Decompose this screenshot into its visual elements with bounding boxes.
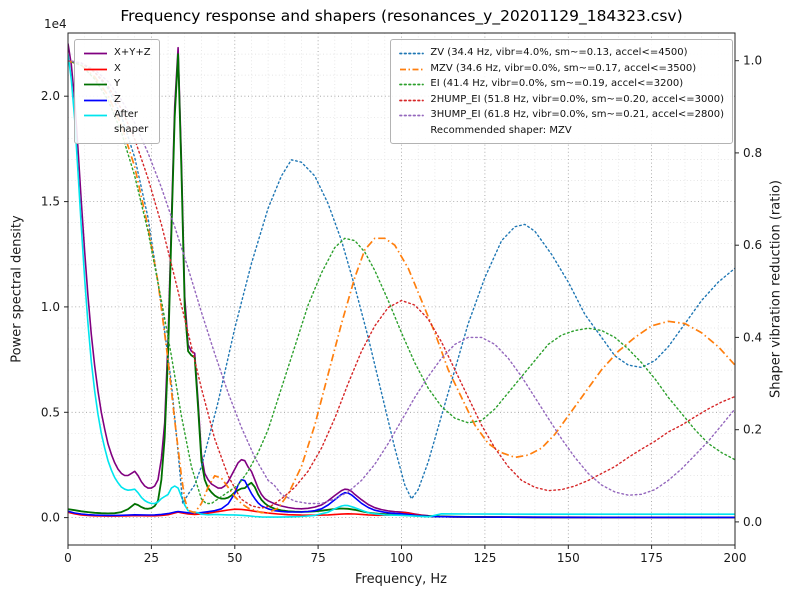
legend-swatch [399, 52, 425, 55]
legend-label: X [114, 62, 121, 74]
x-axis-label: Frequency, Hz [354, 572, 448, 587]
y-axis-offset-label: 1e4 [44, 17, 67, 31]
legend-psd: X+Y+Z X Y Z After shaper [74, 39, 160, 144]
legend-swatch [400, 68, 424, 70]
y-left-tick-label: 0.0 [41, 511, 60, 525]
y-right-tick-label: 1.0 [743, 54, 762, 68]
legend-label: X+Y+Z [114, 47, 151, 58]
legend-swatch [84, 83, 107, 86]
x-tick-label: 50 [227, 551, 242, 565]
x-tick-label: 25 [144, 551, 159, 565]
y-right-tick-label: 0.8 [743, 146, 762, 160]
y-left-tick-label: 2.0 [41, 89, 60, 103]
legend-swatch [399, 99, 425, 101]
series-3HUMP_EI [68, 60, 735, 505]
y-right-tick-label: 0.0 [743, 515, 762, 529]
legend-item: EI (41.4 Hz, vibr=0.0%, sm~=0.19, accel<… [399, 77, 724, 92]
legend-label: Y [114, 78, 121, 89]
legend-item: After shaper [83, 108, 151, 137]
legend-item: X [83, 62, 151, 77]
legend-swatch [84, 52, 107, 55]
x-tick-label: 0 [64, 551, 72, 565]
legend-swatch [84, 99, 107, 101]
legend-label: MZV (34.6 Hz, vibr=0.0%, sm~=0.17, accel… [430, 62, 697, 74]
series-After shaper [68, 53, 735, 518]
y-right-tick-label: 0.6 [743, 238, 762, 252]
legend-label: Z [114, 93, 121, 105]
legend-label: EI (41.4 Hz, vibr=0.0%, sm~=0.19, accel<… [430, 78, 684, 89]
x-tick-label: 125 [473, 551, 496, 565]
legend-swatch [84, 114, 107, 117]
y-left-tick-label: 1.5 [41, 195, 60, 209]
legend-swatch [399, 114, 425, 117]
legend-recommended-shaper: Recommended shaper: MZV [430, 124, 572, 136]
chart-title: Frequency response and shapers (resonanc… [120, 7, 683, 25]
y-left-tick-label: 0.5 [41, 405, 60, 419]
legend-label: ZV (34.4 Hz, vibr=4.0%, sm~=0.13, accel<… [430, 47, 688, 58]
legend-item: 3HUMP_EI (61.8 Hz, vibr=0.0%, sm~=0.21, … [399, 108, 724, 123]
y-left-tick-label: 1.0 [41, 300, 60, 314]
y-right-tick-label: 0.4 [743, 330, 762, 344]
y-right-tick-label: 0.2 [743, 423, 762, 437]
x-tick-label: 150 [557, 551, 580, 565]
series-EI [68, 60, 735, 505]
legend-item: ZV (34.4 Hz, vibr=4.0%, sm~=0.13, accel<… [399, 46, 724, 61]
legend-label: 3HUMP_EI (61.8 Hz, vibr=0.0%, sm~=0.21, … [430, 109, 724, 120]
x-tick-label: 200 [724, 551, 747, 565]
x-tick-label: 75 [310, 551, 325, 565]
legend-swatch [399, 83, 425, 86]
legend-item: 2HUMP_EI (51.8 Hz, vibr=0.0%, sm~=0.20, … [399, 93, 724, 108]
x-tick-label: 175 [640, 551, 663, 565]
series-2HUMP_EI [68, 60, 735, 509]
legend-label: After shaper [114, 109, 149, 135]
legend-label: 2HUMP_EI (51.8 Hz, vibr=0.0%, sm~=0.20, … [430, 93, 724, 105]
legend-shapers: ZV (34.4 Hz, vibr=4.0%, sm~=0.13, accel<… [390, 39, 733, 144]
legend-item: MZV (34.6 Hz, vibr=0.0%, sm~=0.17, accel… [399, 62, 724, 77]
x-tick-label: 100 [390, 551, 413, 565]
series-MZV [68, 59, 735, 514]
legend-item: Y [83, 77, 151, 92]
legend-item: Z [83, 93, 151, 108]
legend-swatch [84, 68, 107, 70]
legend-item: X+Y+Z [83, 46, 151, 61]
